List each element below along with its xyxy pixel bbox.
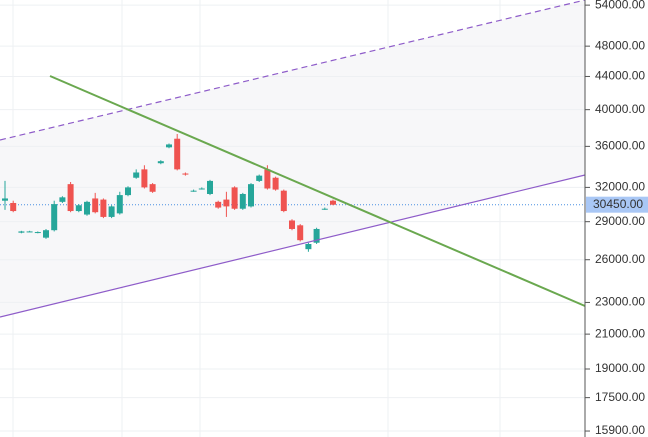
y-tick-label: 36000.00: [595, 139, 645, 153]
candle-body: [26, 231, 33, 233]
y-tick-label: 23000.00: [595, 295, 645, 309]
y-tick-label: 26000.00: [595, 252, 645, 266]
candle-body: [75, 205, 82, 212]
y-tick-label: 44000.00: [595, 69, 645, 83]
candle-body: [84, 201, 90, 215]
price-label: 30450.00: [593, 197, 643, 211]
candle-body: [59, 197, 66, 202]
price-label-box: [586, 196, 648, 213]
y-tick-label: 29000.00: [595, 214, 645, 228]
candle-body: [2, 198, 8, 201]
candle-body: [231, 187, 238, 209]
candle-body: [125, 187, 131, 196]
candle-body: [289, 220, 295, 229]
candle-body: [182, 173, 189, 175]
candle-body: [43, 230, 49, 238]
candle-body: [92, 198, 99, 213]
y-tick-label: 32000.00: [595, 180, 645, 194]
candle-body: [248, 184, 254, 207]
candle-body: [280, 190, 287, 212]
y-tick-label: 21000.00: [595, 326, 645, 340]
candle-body: [166, 144, 172, 148]
candle-body: [313, 228, 320, 243]
candle-body: [321, 208, 328, 210]
candle-body: [239, 193, 246, 209]
channel-fill: [0, 0, 585, 317]
y-tick-label: 17500.00: [595, 390, 645, 404]
trend-line: [49, 75, 586, 307]
candle-body: [256, 175, 263, 181]
candle-body: [157, 161, 164, 164]
y-tick-label: 40000.00: [595, 102, 645, 116]
candle-body: [100, 199, 107, 217]
y-tick-label: 15900.00: [595, 423, 645, 437]
candle-body: [133, 172, 140, 178]
channel-upper-line: [0, 0, 586, 141]
y-tick-label: 19000.00: [595, 361, 645, 375]
candle-body: [297, 225, 304, 241]
candle-body: [67, 184, 74, 212]
candle-body: [215, 201, 222, 208]
candle-body: [10, 202, 17, 212]
candle-body: [18, 231, 25, 233]
candle-body: [108, 206, 115, 217]
candle-body: [116, 195, 123, 214]
candle-body: [141, 169, 148, 188]
candle-body: [207, 180, 213, 194]
candle-body: [34, 232, 41, 234]
candle-body: [51, 204, 58, 231]
candle-body: [330, 200, 336, 205]
candle-body: [198, 188, 205, 190]
candle-body: [174, 138, 181, 170]
candle-body: [264, 169, 271, 189]
candle-body: [223, 199, 230, 207]
h-grid: [0, 4, 585, 432]
y-tick-label: 48000.00: [595, 38, 645, 52]
candle-body: [190, 190, 197, 192]
candles: [2, 134, 336, 252]
candle-body: [305, 244, 312, 250]
y-axis-labels: 54000.00 48000.00 44000.00 40000.00 36000.00…: [585, 0, 648, 437]
candle-body: [272, 177, 279, 190]
y-tick-label: 54000.00: [595, 0, 645, 11]
candle-body: [149, 184, 156, 192]
channel-lower-line: [0, 174, 586, 318]
